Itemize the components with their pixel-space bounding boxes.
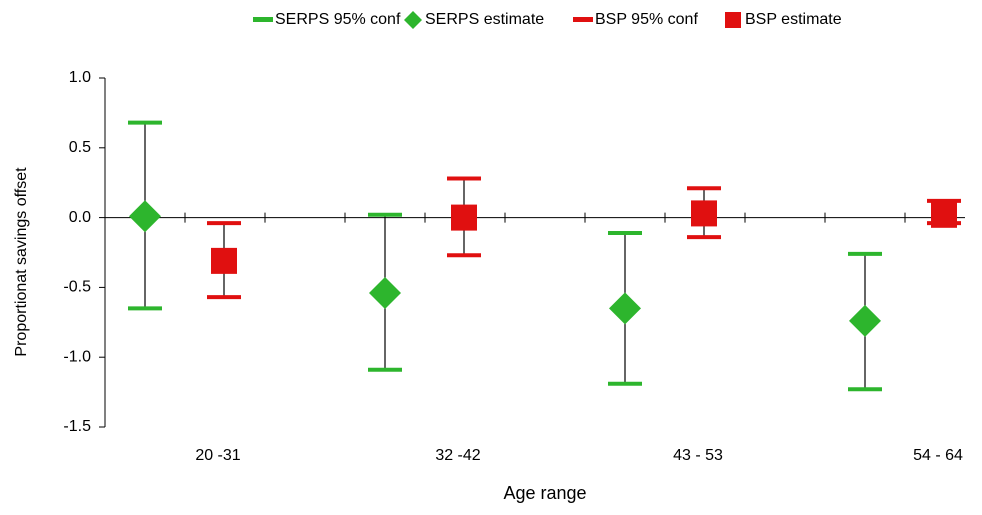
marker: [931, 201, 957, 228]
marker: [369, 276, 401, 309]
legend-label: SERPS estimate: [425, 11, 544, 28]
legend-swatch: [725, 12, 741, 28]
y-axis-label: Proportionat savings offset: [13, 167, 30, 357]
marker: [451, 204, 477, 231]
y-tick-label: -0.5: [63, 279, 91, 296]
x-tick-label: 20 -31: [195, 447, 240, 464]
legend-label: BSP estimate: [745, 11, 842, 28]
marker: [609, 292, 641, 325]
x-tick-label: 43 - 53: [673, 447, 723, 464]
marker: [849, 304, 881, 337]
y-tick-label: 1.0: [69, 69, 91, 86]
x-axis-label: Age range: [503, 483, 586, 503]
x-tick-label: 54 - 64: [913, 447, 963, 464]
x-tick-label: 32 -42: [435, 447, 480, 464]
y-tick-label: 0.0: [69, 209, 91, 226]
legend: SERPS 95% conf SERPS estimate BSP 95% conf…: [253, 11, 842, 29]
legend-label: SERPS 95% conf: [275, 11, 401, 28]
legend-label: BSP 95% conf: [595, 11, 698, 28]
legend-swatch: [253, 17, 273, 22]
y-tick-label: -1.5: [63, 418, 91, 435]
y-tick-label: 0.5: [69, 139, 91, 156]
legend-swatch: [573, 17, 593, 22]
marker: [211, 247, 237, 274]
marker: [129, 200, 161, 233]
legend-swatch: [404, 11, 422, 29]
y-tick-label: -1.0: [63, 348, 91, 365]
marker: [691, 200, 717, 227]
